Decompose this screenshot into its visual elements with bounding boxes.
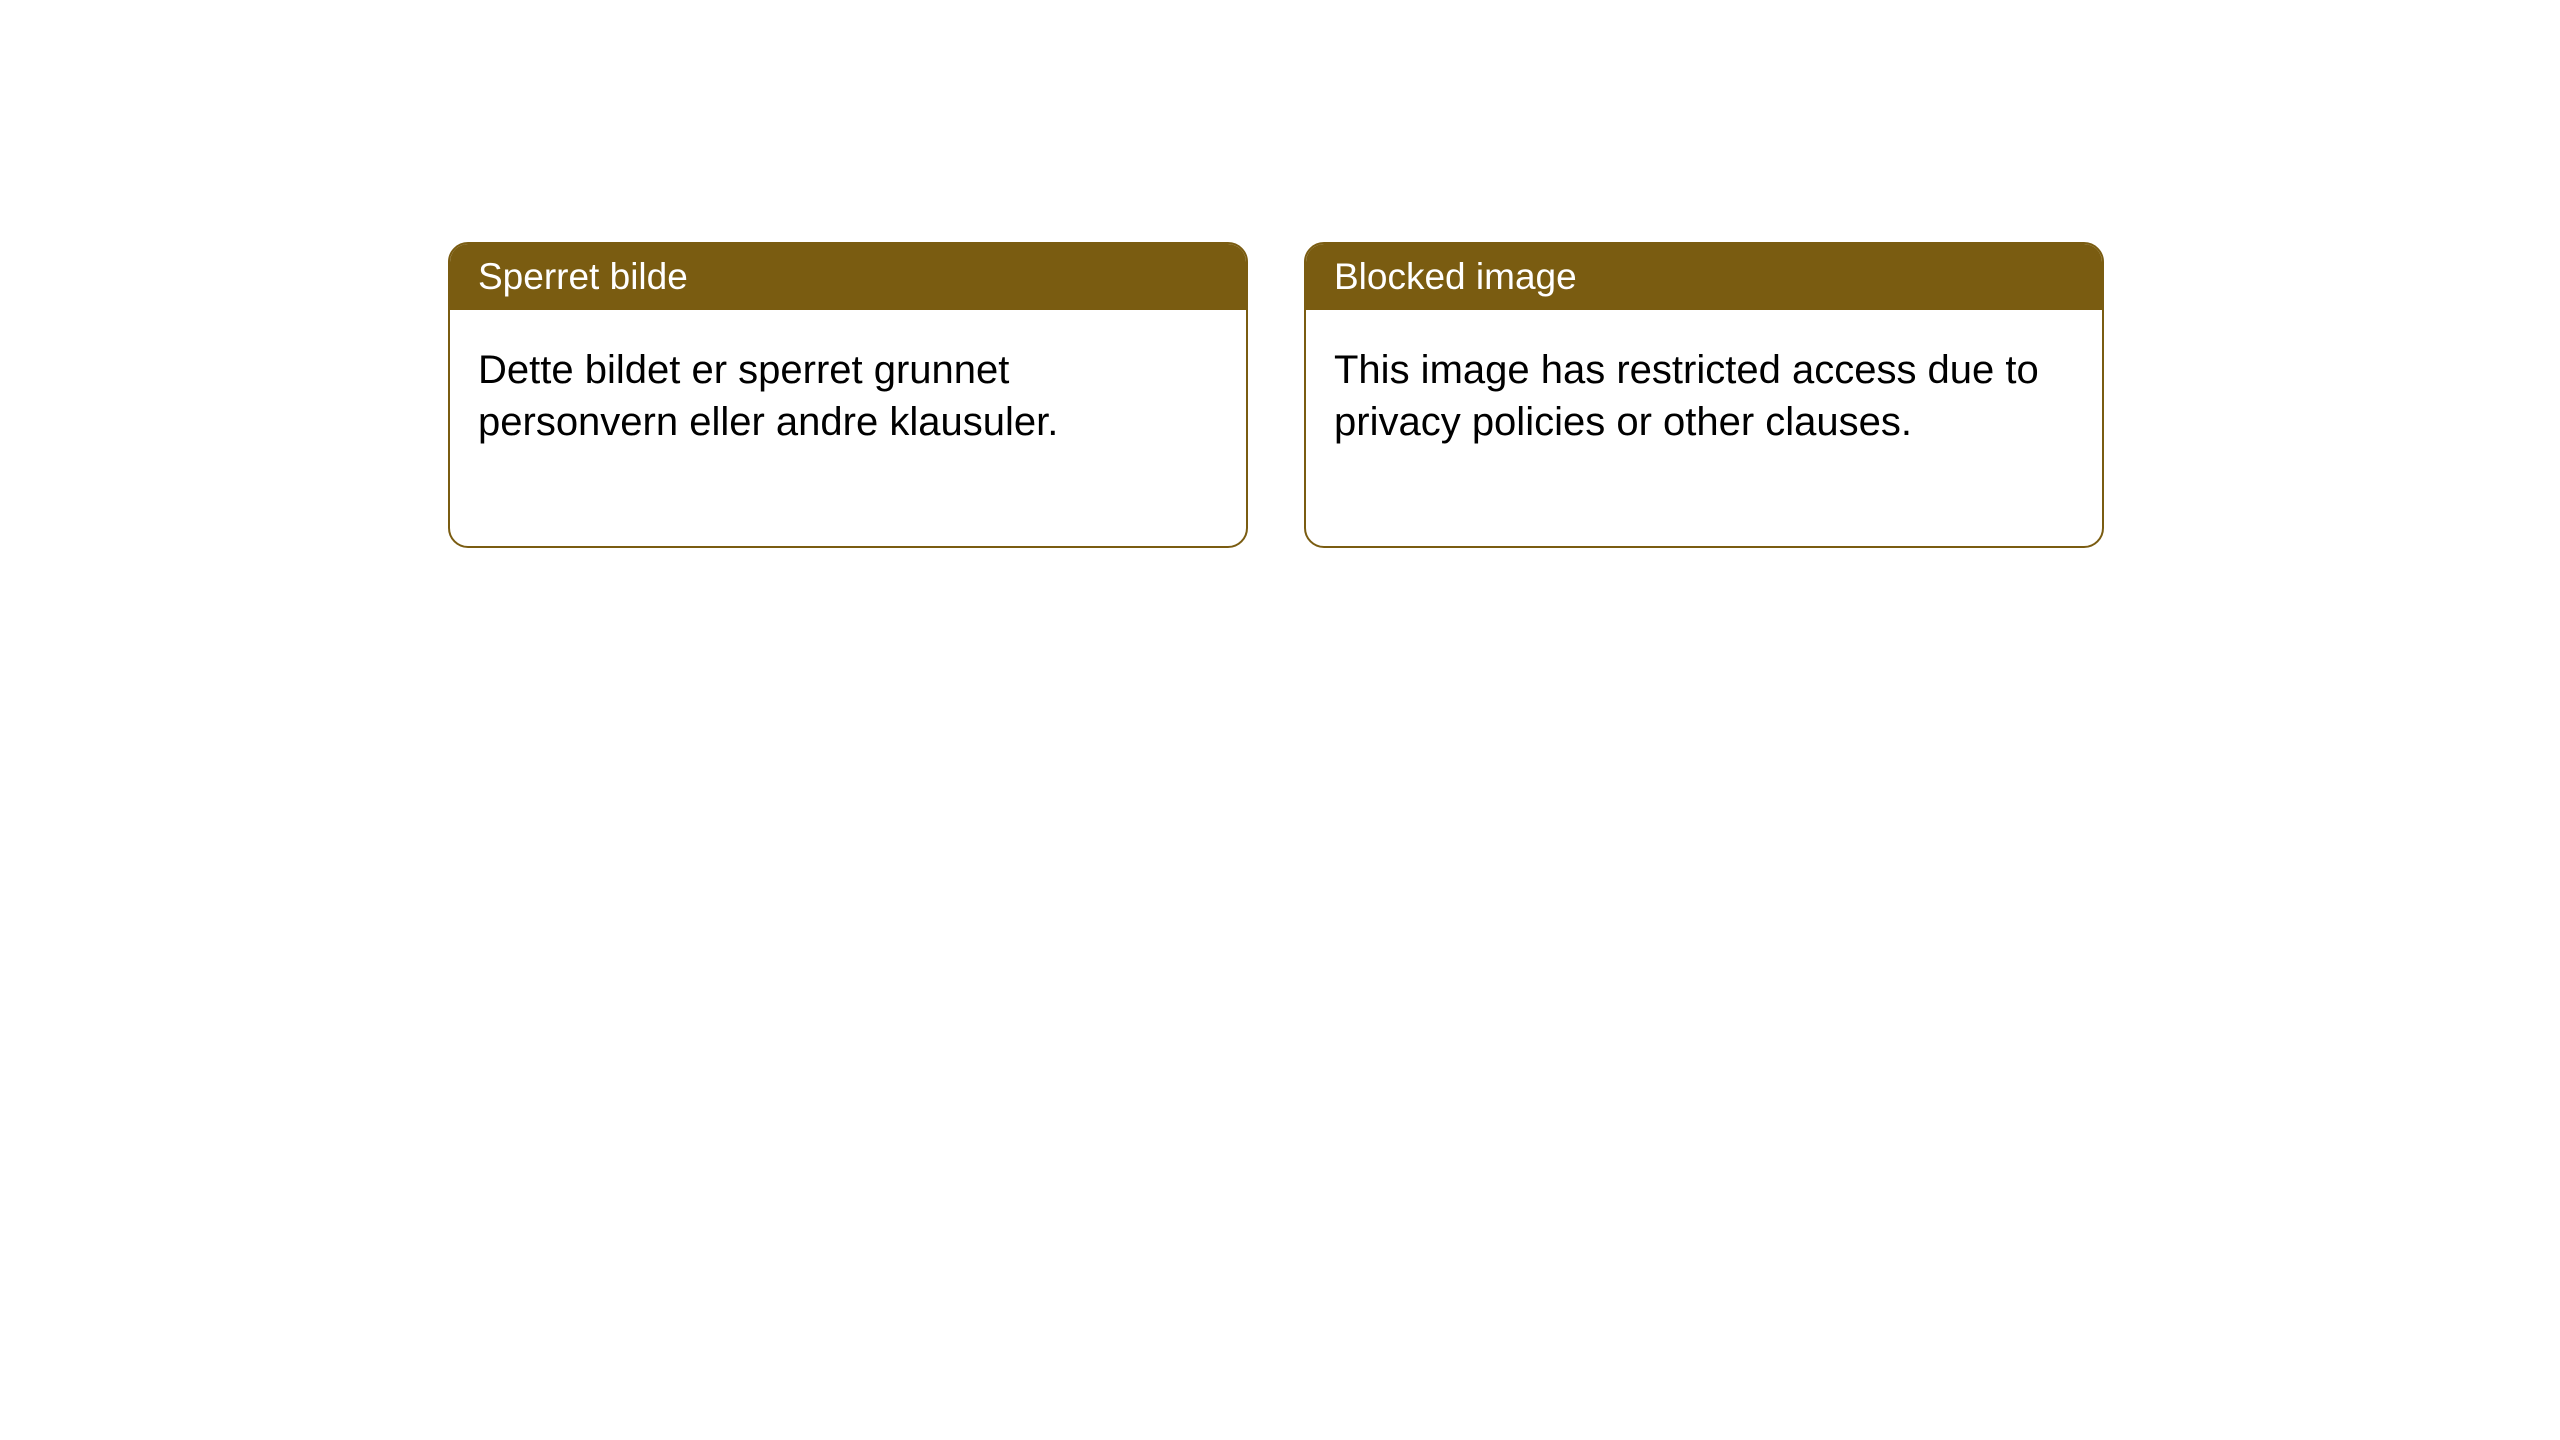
card-body: This image has restricted access due to … [1306,310,2102,546]
blocked-image-card-en: Blocked image This image has restricted … [1304,242,2104,548]
card-title: Sperret bilde [450,244,1246,310]
card-title: Blocked image [1306,244,2102,310]
card-body: Dette bildet er sperret grunnet personve… [450,310,1246,546]
blocked-image-card-no: Sperret bilde Dette bildet er sperret gr… [448,242,1248,548]
notice-cards-container: Sperret bilde Dette bildet er sperret gr… [448,242,2104,548]
